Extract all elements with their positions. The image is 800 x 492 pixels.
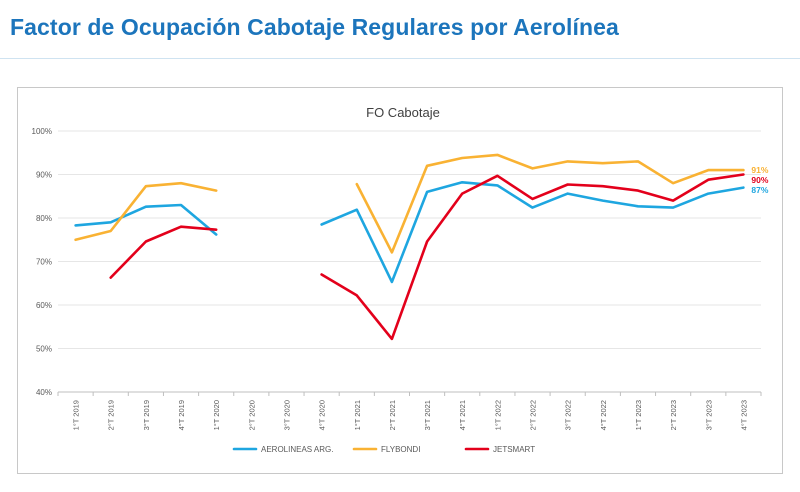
legend-label-aerolineas-arg: AEROLINEAS ARG. — [261, 445, 333, 454]
end-value-label: 87% — [751, 185, 768, 195]
x-tick-label: 1°T 2019 — [72, 400, 81, 430]
x-tick-label: 2°T 2021 — [388, 400, 397, 430]
x-tick-label: 2°T 2020 — [247, 400, 256, 430]
series-line-flybondi — [355, 153, 745, 254]
y-tick-label: 80% — [36, 214, 52, 223]
series-line-jetsmart — [109, 225, 218, 279]
x-tick-label: 3°T 2022 — [564, 400, 573, 430]
x-tick-label: 1°T 2023 — [634, 400, 643, 430]
x-tick-label: 3°T 2021 — [423, 400, 432, 430]
x-tick-label: 1°T 2020 — [212, 400, 221, 430]
x-tick-label: 2°T 2022 — [529, 400, 538, 430]
page-title: Factor de Ocupación Cabotaje Regulares p… — [10, 14, 619, 40]
grid-lines — [58, 130, 761, 393]
series-lines — [74, 153, 745, 341]
x-tick-label: 3°T 2020 — [282, 400, 291, 430]
y-tick-label: 90% — [36, 171, 52, 180]
y-tick-label: 60% — [36, 301, 52, 310]
legend-label-flybondi: FLYBONDI — [381, 445, 420, 454]
title-divider — [0, 58, 800, 59]
end-value-label: 91% — [751, 165, 768, 175]
x-tick-labels: 1°T 2019 2°T 2019 3°T 2019 4°T 2019 1°T 2020… — [57, 392, 762, 430]
series-line-flybondi — [74, 181, 218, 242]
x-tick-label: 4°T 2020 — [318, 400, 327, 430]
x-tick-label: 3°T 2023 — [704, 400, 713, 430]
series-line-aerolineas-arg — [320, 181, 745, 284]
x-tick-label: 1°T 2021 — [353, 400, 362, 430]
end-value-label: 90% — [751, 175, 768, 185]
series-line-jetsmart — [320, 173, 745, 341]
y-tick-label: 40% — [36, 388, 52, 397]
chart-panel: FO Cabotaje 40% 50% 60% 70% 80% 90% 100% 1°T 2… — [17, 87, 783, 474]
y-tick-label: 100% — [32, 127, 52, 136]
y-tick-label: 70% — [36, 258, 52, 267]
series-line-aerolineas-arg — [74, 203, 218, 236]
x-tick-label: 4°T 2023 — [739, 400, 748, 430]
end-value-labels: 91%90%87% — [751, 165, 768, 195]
x-tick-label: 4°T 2019 — [177, 400, 186, 430]
x-tick-label: 2°T 2019 — [107, 400, 116, 430]
x-tick-label: 2°T 2023 — [669, 400, 678, 430]
x-tick-label: 4°T 2021 — [458, 400, 467, 430]
y-tick-label: 50% — [36, 345, 52, 354]
chart-svg: FO Cabotaje 40% 50% 60% 70% 80% 90% 100% 1°T 2… — [32, 105, 769, 454]
chart-legend: AEROLINEAS ARG. FLYBONDI JETSMART — [232, 445, 535, 454]
legend-label-jetsmart: JETSMART — [493, 445, 535, 454]
x-tick-label: 3°T 2019 — [142, 400, 151, 430]
x-tick-label: 4°T 2022 — [599, 400, 608, 430]
y-tick-labels: 40% 50% 60% 70% 80% 90% 100% — [32, 127, 52, 397]
chart-title: FO Cabotaje — [366, 105, 440, 120]
x-tick-label: 1°T 2022 — [493, 400, 502, 430]
